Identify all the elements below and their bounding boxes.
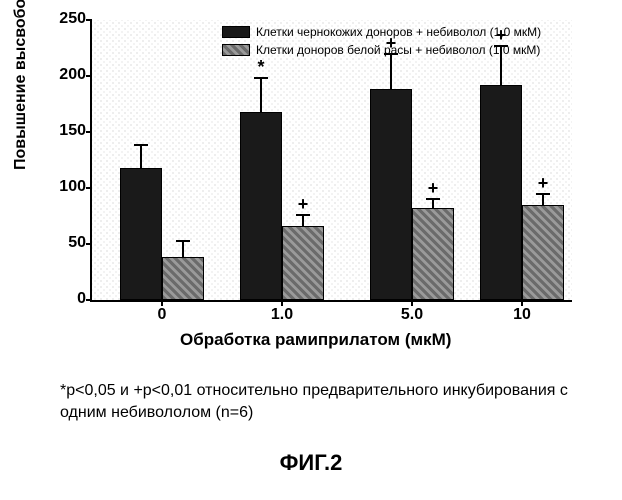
x-axis-label: Обработка рамиприлатом (мкМ) [180,330,451,350]
x-tick-label: 1.0 [252,306,312,324]
x-tick-label: 10 [492,306,552,324]
error-cap [134,144,148,146]
error-cap [176,240,190,242]
y-tick-label: 100 [46,178,86,196]
significance-marker: + [294,195,312,213]
legend-swatch-series-b [222,44,250,56]
error-bar [140,145,142,167]
significance-marker: * [252,58,270,76]
error-cap [426,198,440,200]
significance-marker: + [424,179,442,197]
y-tick-mark [86,19,92,21]
bar-series-a [240,112,282,300]
figure-caption: ФИГ.2 [0,450,622,476]
error-bar [432,199,434,208]
error-bar [302,215,304,226]
y-tick-mark [86,187,92,189]
legend-swatch-series-a [222,26,250,38]
y-tick-mark [86,299,92,301]
error-cap [494,45,508,47]
bar-series-b [522,205,564,300]
significance-footnote: *p<0,05 и +p<0,01 относительно предварит… [60,380,570,424]
plot-area: Клетки чернокожих доноров + небиволол (1… [90,20,572,302]
x-tick-label: 5.0 [382,306,442,324]
y-tick-label: 150 [46,122,86,140]
x-tick-label: 0 [132,306,192,324]
error-cap [254,77,268,79]
y-tick-label: 50 [46,234,86,252]
bar-series-a [120,168,162,300]
error-cap [296,214,310,216]
error-bar [500,46,502,85]
y-tick-mark [86,131,92,133]
bar-series-b [282,226,324,300]
significance-marker: + [492,26,510,44]
figure-container: Повышение высвобождения NO (%) Клетки че… [0,0,622,500]
y-tick-label: 0 [46,290,86,308]
bar-series-a [370,89,412,300]
bar-series-a [480,85,522,300]
y-tick-mark [86,75,92,77]
error-cap [536,193,550,195]
significance-marker: + [382,34,400,52]
bar-series-b [162,257,204,300]
error-cap [384,53,398,55]
y-tick-label: 200 [46,66,86,84]
error-bar [260,78,262,112]
error-bar [542,194,544,205]
error-bar [182,241,184,258]
y-axis-label: Повышение высвобождения NO (%) [12,0,30,170]
y-tick-label: 250 [46,10,86,28]
error-bar [390,54,392,90]
bar-series-b [412,208,454,300]
significance-marker: + [534,174,552,192]
y-tick-mark [86,243,92,245]
